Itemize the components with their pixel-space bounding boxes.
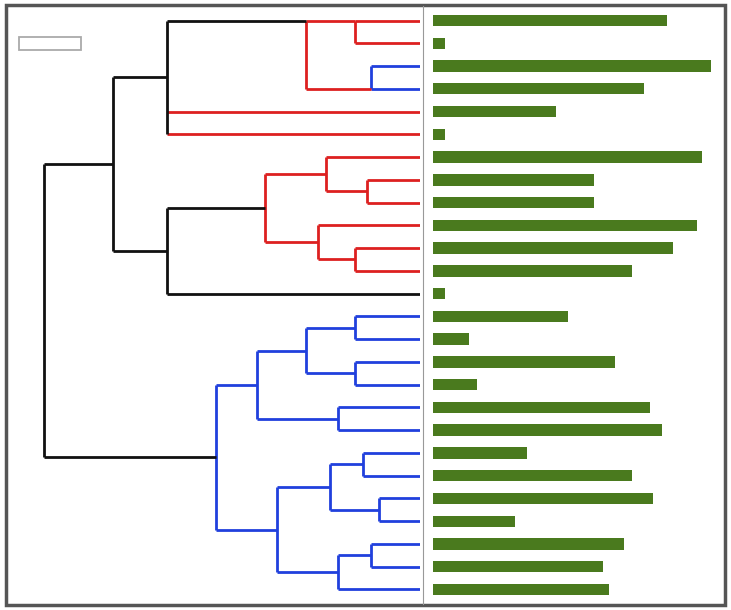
Bar [433,402,650,413]
Bar [433,356,615,368]
Bar [433,561,603,572]
Bar [433,151,702,163]
Bar [433,15,667,26]
Bar [433,584,609,595]
Bar [433,106,556,117]
Bar [433,38,445,49]
Bar [433,242,673,254]
Bar [433,515,515,527]
FancyBboxPatch shape [19,37,80,49]
Bar [433,265,632,276]
Bar [433,447,527,459]
Bar [433,60,711,72]
Bar [433,310,568,322]
Bar [433,425,662,436]
Bar [433,493,653,504]
Bar [433,83,644,95]
Bar [433,220,697,231]
Bar [433,174,594,185]
Bar [433,538,624,550]
Bar [433,470,632,481]
Bar [433,379,477,390]
Bar [433,197,594,208]
Bar [433,334,469,345]
Bar [433,129,445,140]
Bar [433,288,445,300]
